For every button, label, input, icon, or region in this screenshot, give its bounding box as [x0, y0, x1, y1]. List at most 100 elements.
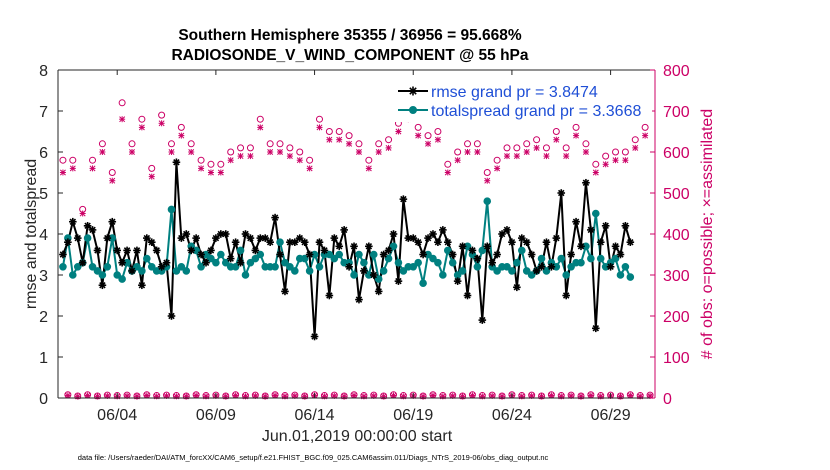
- rmse-point: [394, 277, 403, 285]
- rmse-point: [221, 230, 230, 238]
- rmse-point: [207, 246, 215, 255]
- obs-possible-point: [345, 132, 353, 140]
- rmse-point: [251, 246, 260, 255]
- obs-possible-point: [315, 115, 323, 123]
- totalspread-point: [517, 246, 526, 255]
- rmse-point: [177, 234, 186, 242]
- totalspread-point: [409, 263, 418, 271]
- obs-possible-point: [246, 144, 254, 152]
- y-tick-label-left: 6: [39, 145, 48, 162]
- legend-spread-marker: [409, 106, 417, 114]
- obs-possible-point: [108, 169, 116, 176]
- rmse-point: [118, 258, 126, 267]
- totalspread-point: [143, 254, 151, 263]
- obs-assimilated-point: [474, 149, 481, 155]
- obs-possible-point: [631, 136, 639, 144]
- rmse-point: [508, 238, 516, 246]
- footnote: data file: /Users/raeder/DAI/ATM_forcXX/…: [78, 453, 549, 462]
- totalspread-point: [522, 267, 531, 275]
- totalspread-point: [527, 271, 536, 279]
- totalspread-point: [73, 263, 82, 271]
- totalspread-point: [419, 279, 427, 288]
- totalspread-point: [596, 254, 605, 263]
- rmse-point: [463, 291, 472, 300]
- rmse-point: [325, 291, 334, 300]
- totalspread-point: [217, 250, 225, 259]
- obs-possible-point: [59, 156, 67, 164]
- rmse-point: [429, 230, 437, 238]
- y-tick-label-left: 1: [39, 350, 48, 367]
- rmse-point: [310, 332, 319, 341]
- rmse-point: [389, 230, 398, 238]
- totalspread-point: [291, 267, 299, 275]
- rmse-point: [483, 242, 492, 251]
- x-tick-label: 06/14: [295, 407, 335, 424]
- totalspread-point: [231, 263, 240, 271]
- totalspread-point: [587, 254, 595, 263]
- obs-possible-point: [306, 156, 314, 164]
- rmse-point: [503, 226, 511, 234]
- rmse-point: [468, 246, 477, 255]
- rmse-point: [73, 234, 82, 242]
- obs-assimilated-point: [513, 153, 520, 160]
- x-tick-label: 06/29: [591, 407, 631, 424]
- obs-assimilated-point: [494, 165, 501, 172]
- totalspread-point: [394, 258, 403, 267]
- totalspread-point: [113, 271, 122, 279]
- rmse-point: [93, 246, 102, 255]
- obs-assimilated-point: [119, 116, 126, 123]
- obs-possible-point: [325, 128, 333, 135]
- rmse-point: [236, 258, 245, 267]
- totalspread-point: [172, 267, 181, 275]
- rmse-point: [231, 238, 240, 246]
- obs-assimilated-point: [79, 210, 86, 217]
- plot-area: [58, 70, 655, 398]
- rmse-point: [399, 195, 408, 203]
- totalspread-point: [443, 246, 452, 255]
- rmse-point: [527, 250, 536, 259]
- obs-assimilated-point: [415, 132, 422, 139]
- obs-assimilated-point: [326, 136, 333, 143]
- obs-assimilated-point: [247, 153, 254, 160]
- legend-rmse-marker: [408, 86, 418, 96]
- x-tick-label: 06/04: [97, 407, 137, 424]
- totalspread-point: [98, 271, 107, 279]
- obs-assimilated-point: [464, 149, 471, 155]
- obs-assimilated-point: [385, 144, 392, 151]
- chart-subtitle: RADIOSONDE_V_WIND_COMPONENT @ 55 hPa: [171, 47, 528, 64]
- rmse-point: [517, 234, 526, 242]
- obs-possible-point: [286, 144, 294, 152]
- obs-possible-point: [148, 164, 156, 172]
- y-tick-label-right: 600: [663, 145, 690, 162]
- rmse-point: [59, 250, 67, 259]
- totalspread-point: [508, 267, 516, 275]
- totalspread-point: [448, 258, 457, 267]
- obs-possible-point: [355, 140, 363, 148]
- x-tick-label: 06/19: [393, 407, 433, 424]
- obs-assimilated-point: [375, 149, 382, 155]
- rmse-point: [83, 222, 92, 230]
- totalspread-point: [103, 263, 112, 271]
- obs-possible-point: [533, 136, 541, 144]
- obs-assimilated-point: [109, 177, 116, 184]
- rmse-point: [98, 281, 107, 290]
- legend-rmse-label: rmse grand pr = 3.8474: [431, 84, 598, 101]
- totalspread-point: [177, 263, 186, 271]
- obs-possible-point: [424, 132, 432, 140]
- axis-ticks: 0 1 2 3 4 5 6 7 8 0 100 200 300 400 500 600 700 800 06/04 0…: [39, 63, 690, 424]
- rmse-point: [128, 267, 136, 275]
- rmse-point: [266, 238, 274, 246]
- obs-assimilated-point: [148, 173, 155, 180]
- rmse-point: [320, 246, 329, 255]
- rmse-point: [350, 242, 358, 251]
- totalspread-point: [389, 242, 398, 251]
- obs-assimilated-point: [158, 120, 165, 127]
- legend: rmse grand pr = 3.8474 totalspread grand…: [390, 78, 652, 122]
- obs-assimilated-point: [573, 132, 580, 139]
- totalspread-point: [429, 254, 437, 263]
- obs-possible-point: [335, 128, 343, 135]
- rmse-point: [419, 250, 427, 259]
- rmse-point: [88, 226, 97, 234]
- obs-possible-point: [493, 156, 501, 164]
- y-tick-label-left: 4: [39, 227, 48, 244]
